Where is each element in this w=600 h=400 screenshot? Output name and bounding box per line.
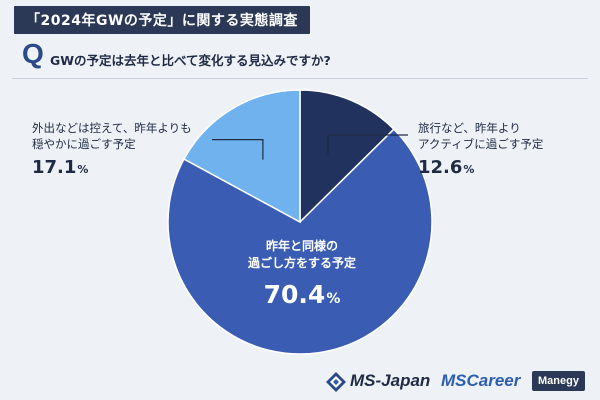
label-calm-value: 17.1% <box>32 157 192 178</box>
label-active-suffix: % <box>463 163 475 176</box>
ms-japan-logo: MS-Japan <box>350 371 431 390</box>
pie-slice-active <box>299 89 395 224</box>
leader-line-active <box>327 134 408 156</box>
label-calm: 外出などは控えて、昨年よりも 穏やかに過ごす予定 17.1% <box>32 120 192 178</box>
ms-career-logo: MSCareer <box>441 371 521 390</box>
label-active-line1: 旅行など、昨年より <box>418 121 521 135</box>
ms-japan-logo-icon <box>326 372 346 392</box>
label-same-suffix: % <box>326 291 341 307</box>
label-same-value: 70.4% <box>228 282 376 308</box>
label-active-line2: アクティブに過ごす予定 <box>418 137 544 151</box>
label-same-number: 70.4 <box>263 280 326 309</box>
label-active: 旅行など、昨年より アクティブに過ごす予定 12.6% <box>418 120 543 178</box>
manegy-logo: Manegy <box>532 371 585 391</box>
survey-title: 「2024年GWの予定」に関する実態調査 <box>14 6 310 34</box>
question-mark: Q <box>22 38 44 69</box>
label-calm-line1: 外出などは控えて、昨年よりも <box>32 121 192 135</box>
label-active-number: 12.6 <box>418 157 463 178</box>
question-divider <box>12 78 588 79</box>
label-same-line1: 昨年と同様の <box>265 239 338 253</box>
label-calm-line2: 穏やかに過ごす予定 <box>32 137 136 151</box>
label-calm-number: 17.1 <box>32 157 77 178</box>
question-text: GWの予定は去年と比べて変化する見込みですか? <box>50 53 331 68</box>
pie-slice-same <box>167 128 433 355</box>
label-same-line2: 過ごし方をする予定 <box>247 256 356 270</box>
footer-logos: MS-Japan MSCareer Manegy <box>0 364 600 400</box>
leader-line-calm <box>212 139 264 160</box>
pie-slice-calm <box>182 89 301 224</box>
label-same: 昨年と同様の 過ごし方をする予定 70.4% <box>228 238 376 308</box>
label-active-value: 12.6% <box>418 157 543 178</box>
label-calm-suffix: % <box>77 163 89 176</box>
